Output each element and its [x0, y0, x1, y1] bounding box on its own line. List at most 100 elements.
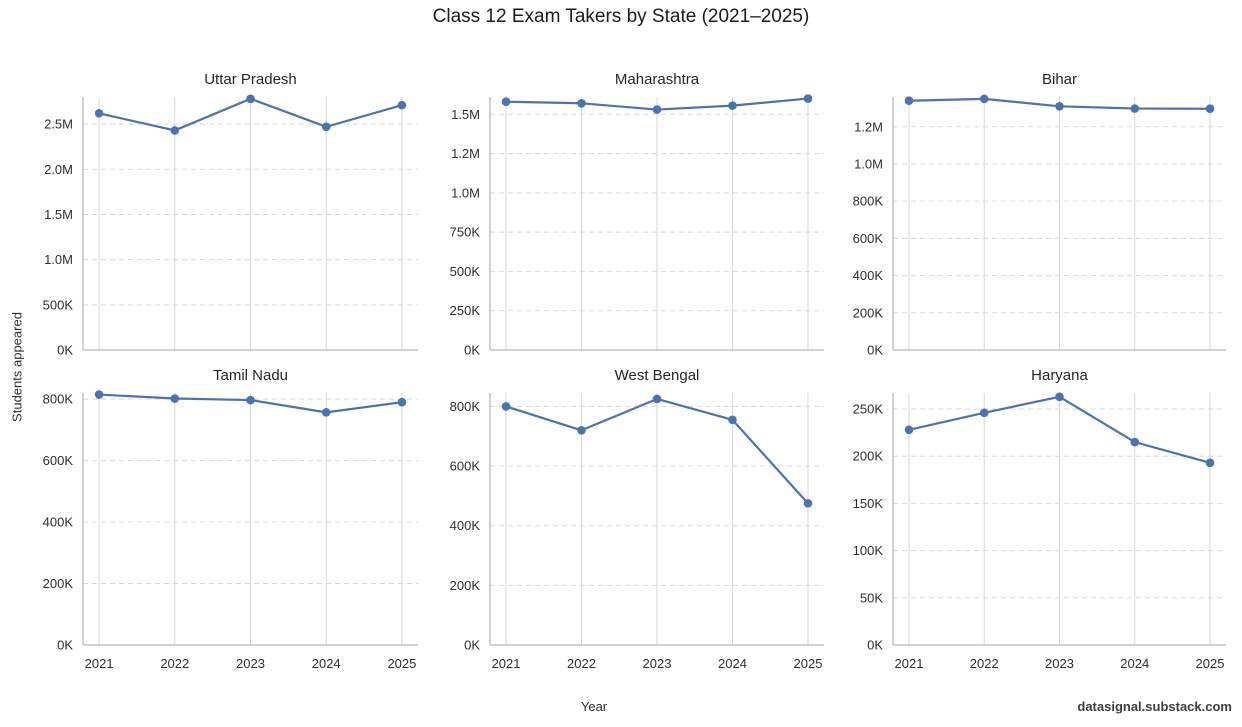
y-tick-label: 500K	[43, 297, 74, 312]
plot-area: 0K 50K 100K 150K 200K 250K 2021 2022 2023 2024 202…	[853, 392, 1226, 671]
data-point	[979, 408, 989, 418]
y-tick-label: 250K	[853, 402, 884, 417]
data-point	[1130, 437, 1140, 447]
plot-area: 0K 250K 500K 750K 1.0M 1.2M 1.5M	[450, 94, 824, 358]
data-point	[1130, 104, 1140, 113]
subplot-title: Maharashtra	[614, 71, 700, 88]
x-tick-label: 2024	[312, 656, 341, 671]
data-point	[979, 94, 989, 104]
y-tick-label: 500K	[450, 264, 481, 279]
subplot-title: Haryana	[1031, 367, 1088, 384]
plot-area: 0K 200K 400K 600K 800K 2021 2022 2023 2024 2025	[43, 390, 418, 671]
line-chart: 0K 500K 1.0M 1.5M 2.0M 2.5M	[43, 94, 418, 358]
y-tick-label: 200K	[43, 576, 74, 591]
data-point	[904, 425, 914, 435]
y-tick-label: 600K	[853, 231, 884, 246]
y-tick-label: 150K	[853, 496, 884, 511]
x-tick-label: 2025	[794, 656, 823, 671]
data-point	[652, 105, 662, 114]
subplot-maharashtra: Maharashtra 0K 250K 500K 750K 1.0M 1.2M 1.5M	[420, 71, 834, 387]
data-point	[1055, 392, 1064, 402]
subplot-uttar-pradesh: Uttar Pradesh 0K 500K 1.0M 1.5M 2.0M 2.5M	[13, 71, 428, 387]
data-point	[803, 499, 813, 508]
data-point	[397, 397, 407, 407]
plot-area: 0K 200K 400K 600K 800K 2021 2022 2023 2024 2025	[450, 393, 824, 671]
x-tick-label: 2021	[895, 656, 924, 671]
data-point	[246, 94, 255, 104]
y-tick-label: 200K	[853, 449, 884, 464]
data-point	[94, 390, 104, 399]
subplot-title: Tamil Nadu	[212, 367, 289, 384]
y-tick-label: 1.0M	[44, 252, 73, 267]
y-tick-label: 800K	[43, 392, 74, 407]
y-tick-label: 100K	[853, 543, 884, 558]
x-tick-label: 2023	[1045, 656, 1074, 671]
y-tick-label: 0K	[464, 638, 480, 653]
y-tick-label: 600K	[450, 459, 481, 474]
y-tick-label: 1.2M	[854, 119, 883, 134]
x-tick-label: 2025	[387, 656, 416, 671]
y-tick-label: 0K	[867, 638, 883, 653]
y-tick-label: 0K	[57, 343, 73, 358]
x-tick-label: 2021	[492, 656, 521, 671]
line-chart: 0K 50K 100K 150K 200K 250K 2021 2022 2023 2024 202…	[853, 392, 1226, 671]
y-tick-label: 1.5M	[451, 107, 480, 122]
subplot-haryana: Haryana 0K 50K 100K 150K 200K 250K 2021 2022 202…	[823, 367, 1236, 682]
x-tick-label: 2021	[85, 656, 114, 671]
y-tick-label: 50K	[860, 590, 883, 605]
data-point	[652, 394, 662, 404]
data-point	[728, 415, 737, 425]
data-point	[1055, 102, 1064, 111]
subplot-bihar: Bihar 0K 200K 400K 600K 800K 1.0M 1.2M	[823, 71, 1236, 387]
y-tick-label: 1.0M	[451, 185, 480, 200]
y-tick-label: 0K	[867, 343, 883, 358]
x-tick-label: 2025	[1196, 656, 1225, 671]
x-tick-label: 2022	[970, 656, 999, 671]
y-tick-label: 1.2M	[451, 146, 480, 161]
y-tick-label: 1.5M	[44, 207, 73, 222]
plot-area: 0K 500K 1.0M 1.5M 2.0M 2.5M	[43, 94, 418, 358]
y-tick-label: 200K	[853, 305, 884, 320]
chart-title: Class 12 Exam Takers by State (2021–2025…	[432, 6, 810, 27]
subplot-west-bengal: West Bengal 0K 200K 400K 600K 800K 2021 2022 20…	[420, 367, 834, 682]
data-point	[904, 96, 914, 106]
line-chart: 0K 200K 400K 600K 800K 2021 2022 2023 2024 2025	[450, 393, 824, 671]
plot-area: 0K 200K 400K 600K 800K 1.0M 1.2M	[853, 94, 1226, 358]
data-point	[1205, 458, 1215, 468]
y-tick-label: 400K	[450, 518, 481, 533]
subplot-tamil-nadu: Tamil Nadu 0K 200K 400K 600K 800K 2021 2022 202…	[13, 367, 428, 682]
data-point	[246, 395, 255, 405]
y-tick-label: 200K	[450, 578, 481, 593]
data-point	[577, 98, 586, 108]
y-tick-label: 2.5M	[44, 117, 73, 132]
y-tick-label: 400K	[43, 515, 74, 530]
watermark: datasignal.substack.com	[1077, 699, 1232, 714]
data-point	[803, 94, 813, 103]
y-tick-label: 2.0M	[44, 162, 73, 177]
y-tick-label: 400K	[853, 268, 884, 283]
y-tick-label: 800K	[450, 399, 481, 414]
data-point	[1205, 104, 1215, 114]
x-tick-label: 2024	[718, 656, 747, 671]
x-tick-label: 2022	[567, 656, 596, 671]
y-tick-label: 1.0M	[854, 156, 883, 171]
data-point	[728, 101, 737, 110]
data-point	[501, 402, 511, 411]
y-tick-label: 750K	[450, 225, 481, 240]
data-point	[397, 100, 407, 110]
subplot-title: Bihar	[1041, 71, 1078, 88]
y-tick-label: 0K	[57, 638, 73, 653]
data-point	[94, 108, 104, 118]
line-chart: 0K 200K 400K 600K 800K 1.0M 1.2M	[853, 94, 1226, 358]
data-point	[577, 425, 586, 435]
data-point	[170, 394, 180, 403]
x-tick-label: 2023	[236, 656, 265, 671]
y-tick-label: 600K	[43, 453, 74, 468]
subplot-title: West Bengal	[614, 367, 700, 384]
data-point	[321, 122, 331, 132]
data-point	[170, 126, 180, 135]
y-tick-label: 250K	[450, 303, 481, 318]
y-tick-label: 800K	[853, 194, 884, 209]
data-point	[501, 97, 511, 107]
